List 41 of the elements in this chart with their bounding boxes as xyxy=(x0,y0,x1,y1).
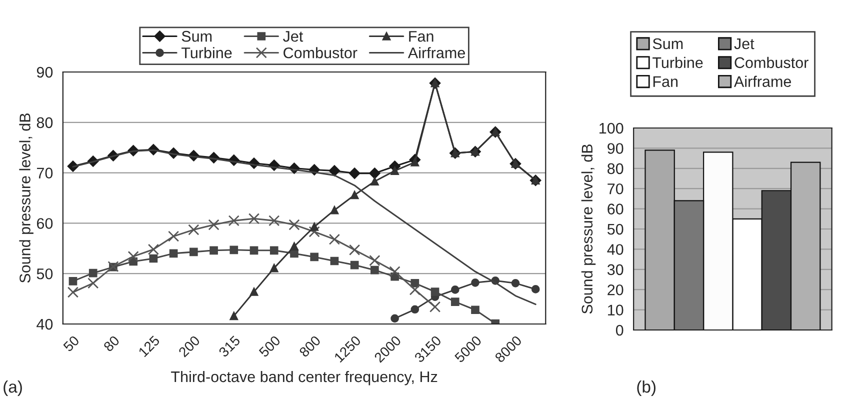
y-tick-label: 80 xyxy=(36,117,53,128)
x-tick-label: 200 xyxy=(178,335,200,358)
y-tick-label: 50 xyxy=(36,268,53,280)
text: (b) xyxy=(637,380,656,396)
x-tick-label: 800 xyxy=(298,335,322,358)
legend-label: Sum xyxy=(182,30,212,42)
legend-label: Airframe xyxy=(734,76,792,87)
text: (a) xyxy=(4,380,22,396)
x-tick-label: 315 xyxy=(218,335,241,358)
legend-label: Fan xyxy=(653,76,678,87)
y-axis-title: Sound pressure level, dB xyxy=(581,144,596,314)
legend-label: Jet xyxy=(734,38,754,50)
y-tick-label: 40 xyxy=(36,318,53,330)
y-tick-label: 10 xyxy=(608,304,624,316)
x-tick-label: 500 xyxy=(258,335,281,358)
y-tick-label: 80 xyxy=(608,163,624,174)
y-tick-label: 30 xyxy=(607,264,624,276)
x-tick-label: 125 xyxy=(138,335,160,358)
y-tick-label: 100 xyxy=(600,122,624,134)
legend-label: Sum xyxy=(652,38,683,50)
y-tick-label: 40 xyxy=(607,244,624,255)
legend-label: Turbine xyxy=(181,47,232,58)
legend-label: Turbine xyxy=(652,56,703,68)
y-tick-label: 70 xyxy=(36,168,53,178)
y-tick-label: 60 xyxy=(36,218,53,229)
legend-label: Fan xyxy=(409,31,434,42)
y-tick-label: 60 xyxy=(608,204,624,214)
x-tick-label: 50 xyxy=(62,335,80,352)
x-tick-label: 80 xyxy=(102,335,120,352)
legend-label: Airframe xyxy=(408,47,465,58)
legend-label: Jet xyxy=(283,31,304,42)
y-tick-label: 0 xyxy=(616,324,624,336)
legend-label: Combustor xyxy=(284,47,358,58)
y-tick-label: 90 xyxy=(36,66,53,78)
y-tick-label: 90 xyxy=(608,143,624,154)
legend-label: Combustor xyxy=(734,56,808,68)
y-tick-label: 50 xyxy=(607,224,624,235)
y-tick-label: 70 xyxy=(608,183,624,194)
x-axis-title: Third-octave band center frequency, Hz xyxy=(171,370,438,386)
y-tick-label: 20 xyxy=(608,284,624,296)
y-axis-title: Sound pressure level, dB xyxy=(19,113,34,283)
